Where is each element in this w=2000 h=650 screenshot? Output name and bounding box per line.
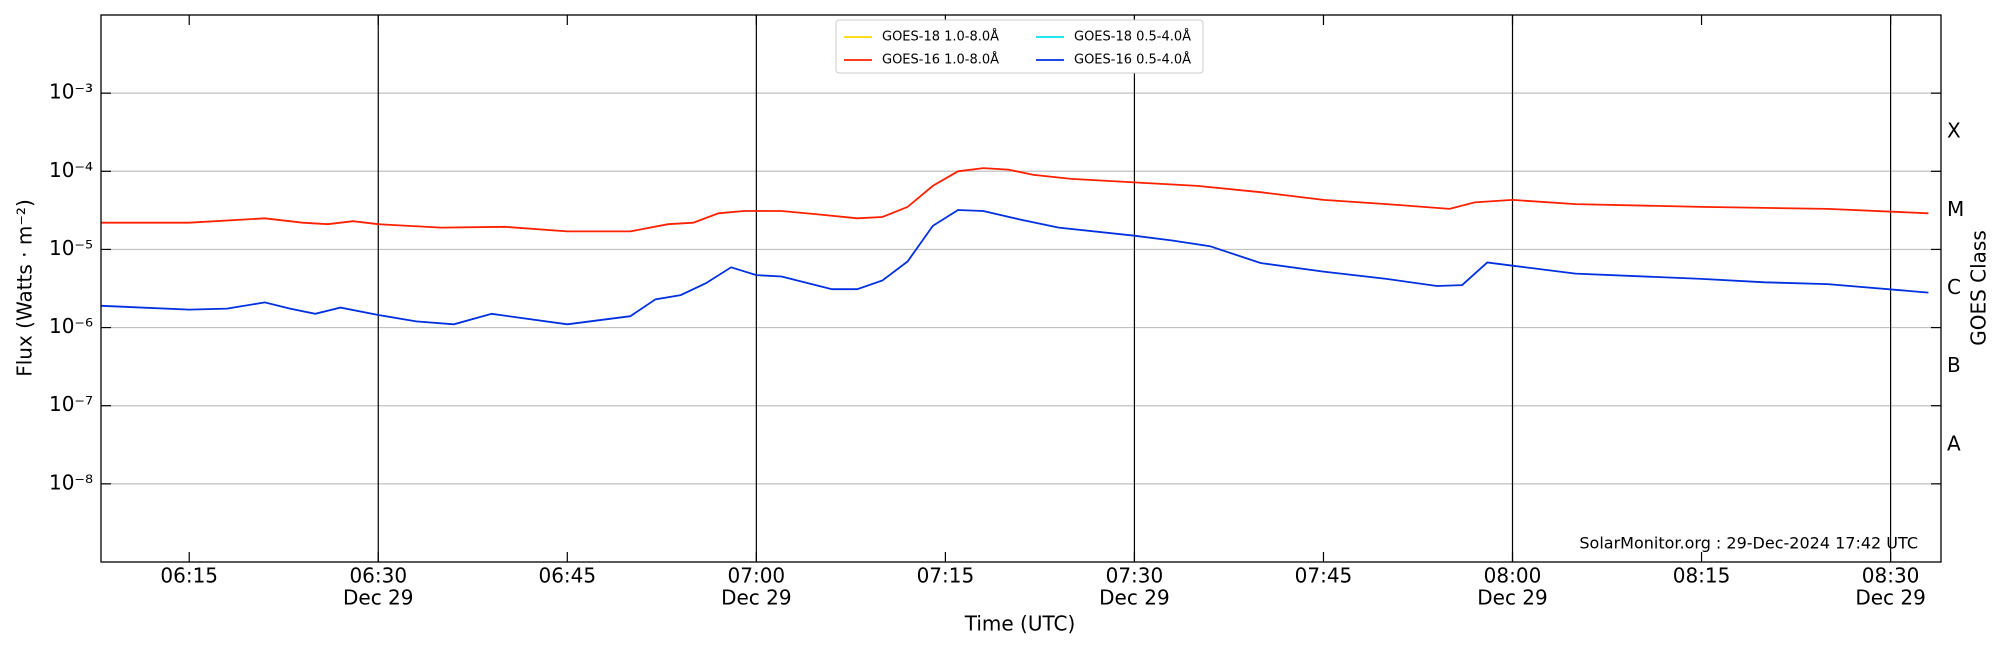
legend-label: GOES-16 0.5-4.0Å: [1074, 52, 1191, 68]
series-line: [100, 209, 1929, 326]
y-tick-label: 10⁻⁸: [49, 470, 93, 494]
legend-box: [835, 19, 1204, 74]
legend-label: GOES-18 0.5-4.0Å: [1074, 29, 1191, 45]
x-tick-label: 06:30: [349, 564, 407, 588]
x-tick-label: 08:15: [1673, 564, 1731, 588]
x-tick-date: Dec 29: [1477, 586, 1548, 610]
annotation: SolarMonitor.org : 29-Dec-2024 17:42 UTC: [1579, 534, 1918, 553]
x-tick-date: Dec 29: [1855, 586, 1926, 610]
x-tick-label: 07:00: [728, 564, 786, 588]
plot-frame: [100, 14, 1942, 563]
y2-tick-label: X: [1947, 119, 1961, 143]
y-tick-label: 10⁻⁶: [49, 314, 93, 338]
x-axis-label: Time (UTC): [964, 612, 1076, 636]
x-tick-label: 07:30: [1106, 564, 1164, 588]
legend-label: GOES-18 1.0-8.0Å: [882, 29, 999, 45]
y-tick-label: 10⁻³: [49, 80, 93, 104]
y2-axis-label: GOES Class: [1967, 230, 1991, 346]
y2-tick-label: M: [1947, 197, 1964, 221]
x-tick-label: 08:30: [1862, 564, 1920, 588]
y-tick-label: 10⁻⁵: [49, 236, 93, 260]
series-line: [101, 167, 1929, 233]
x-tick-date: Dec 29: [721, 586, 792, 610]
y2-tick-label: B: [1947, 353, 1961, 377]
y2-tick-label: A: [1947, 431, 1961, 455]
y-tick-label: 10⁻⁷: [49, 392, 93, 416]
y-tick-label: 10⁻⁴: [49, 158, 93, 182]
x-tick-date: Dec 29: [343, 586, 414, 610]
x-tick-label: 06:15: [160, 564, 218, 588]
x-tick-date: Dec 29: [1099, 586, 1170, 610]
x-tick-label: 08:00: [1484, 564, 1542, 588]
y2-tick-label: C: [1947, 275, 1961, 299]
x-tick-label: 07:45: [1295, 564, 1353, 588]
legend-label: GOES-16 1.0-8.0Å: [882, 52, 999, 68]
x-tick-label: 07:15: [917, 564, 975, 588]
x-tick-label: 06:45: [538, 564, 596, 588]
y-axis-label: Flux (Watts · m⁻²): [13, 199, 37, 377]
